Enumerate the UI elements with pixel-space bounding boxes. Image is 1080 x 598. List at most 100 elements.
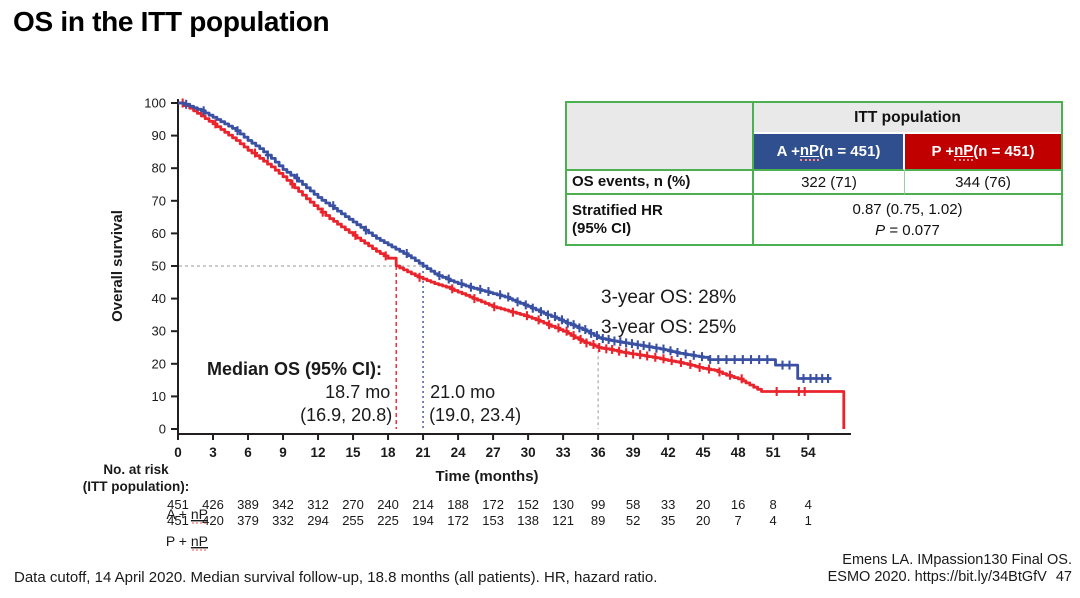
- svg-text:21: 21: [416, 445, 432, 460]
- svg-text:99: 99: [591, 497, 605, 512]
- median-value-a-np: 21.0 mo: [430, 382, 495, 402]
- censor-marks-a-np: [183, 99, 832, 383]
- citation-line2: ESMO 2020. https://bit.ly/34BtGfV: [827, 569, 1047, 586]
- svg-text:3: 3: [209, 445, 217, 460]
- svg-text:90: 90: [152, 128, 166, 143]
- os-events-value-p: 344 (76): [905, 171, 1061, 195]
- svg-text:33: 33: [661, 497, 675, 512]
- at-risk-header-line1: No. at risk: [103, 462, 169, 477]
- svg-text:153: 153: [482, 513, 504, 528]
- svg-text:379: 379: [237, 513, 259, 528]
- svg-text:33: 33: [556, 445, 572, 460]
- column-header-p-np: P + nP (n = 451): [905, 134, 1061, 171]
- table-corner-cell: [567, 103, 754, 171]
- svg-text:9: 9: [279, 445, 287, 460]
- svg-text:342: 342: [272, 497, 294, 512]
- svg-text:172: 172: [447, 513, 469, 528]
- svg-text:270: 270: [342, 497, 364, 512]
- svg-text:30: 30: [521, 445, 536, 460]
- results-table: ITT population A + nP (n = 451) P + nP (…: [565, 101, 1063, 246]
- svg-text:80: 80: [152, 161, 166, 176]
- svg-text:426: 426: [202, 497, 224, 512]
- svg-text:54: 54: [801, 445, 817, 460]
- svg-text:30: 30: [152, 324, 166, 339]
- stratified-hr-value: 0.87 (0.75, 1.02) P = 0.077: [754, 195, 1061, 244]
- svg-text:24: 24: [451, 445, 467, 460]
- svg-text:214: 214: [412, 497, 434, 512]
- svg-text:20: 20: [152, 356, 166, 371]
- svg-text:6: 6: [244, 445, 252, 460]
- os-events-value-a: 322 (71): [754, 171, 905, 195]
- svg-text:420: 420: [202, 513, 224, 528]
- svg-text:60: 60: [152, 226, 166, 241]
- reference-lines: [179, 265, 599, 429]
- median-value-p-np: 18.7 mo: [325, 382, 390, 402]
- median-ci-p-np: (16.9, 20.8): [300, 405, 392, 425]
- svg-text:50: 50: [152, 259, 166, 274]
- svg-text:7: 7: [735, 513, 742, 528]
- svg-text:36: 36: [591, 445, 607, 460]
- citation-block: Emens LA. IMpassion130 Final OS. ESMO 20…: [828, 552, 1072, 587]
- svg-text:225: 225: [377, 513, 399, 528]
- svg-text:194: 194: [412, 513, 434, 528]
- svg-text:138: 138: [517, 513, 539, 528]
- svg-text:15: 15: [346, 445, 362, 460]
- data-cutoff-footnote: Data cutoff, 14 April 2020. Median survi…: [14, 569, 658, 586]
- svg-text:0: 0: [174, 445, 182, 460]
- table-population-header: ITT population: [754, 103, 1061, 134]
- y-axis-label: Overall survival: [109, 210, 126, 322]
- svg-text:121: 121: [552, 513, 574, 528]
- svg-text:100: 100: [144, 96, 166, 111]
- svg-text:4: 4: [770, 513, 777, 528]
- median-os-title: Median OS (95% CI):: [207, 359, 382, 379]
- at-risk-label-p-np: P + nP: [166, 533, 208, 549]
- x-axis-label: Time (months): [435, 468, 538, 485]
- svg-text:20: 20: [696, 513, 710, 528]
- svg-text:451: 451: [167, 497, 189, 512]
- svg-text:332: 332: [272, 513, 294, 528]
- svg-text:45: 45: [696, 445, 712, 460]
- svg-text:16: 16: [731, 497, 745, 512]
- censor-marks-p-np: [179, 98, 808, 397]
- citation-line1: Emens LA. IMpassion130 Final OS.: [842, 552, 1072, 568]
- stratified-hr-row-label: Stratified HR (95% CI): [567, 195, 754, 244]
- at-risk-header-line2: (ITT population):: [83, 479, 189, 494]
- svg-text:89: 89: [591, 513, 605, 528]
- svg-text:240: 240: [377, 497, 399, 512]
- svg-text:130: 130: [552, 497, 574, 512]
- svg-text:172: 172: [482, 497, 504, 512]
- svg-text:10: 10: [152, 389, 166, 404]
- column-header-a-np: A + nP (n = 451): [754, 134, 905, 171]
- svg-text:40: 40: [152, 291, 166, 306]
- svg-text:152: 152: [517, 497, 539, 512]
- svg-text:52: 52: [626, 513, 640, 528]
- median-ci-a-np: (19.0, 23.4): [429, 405, 521, 425]
- svg-text:18: 18: [381, 445, 397, 460]
- svg-text:4: 4: [805, 497, 812, 512]
- svg-text:1: 1: [805, 513, 812, 528]
- svg-text:389: 389: [237, 497, 259, 512]
- three-year-os-a-np: 3-year OS: 28%: [601, 287, 736, 308]
- svg-text:20: 20: [696, 497, 710, 512]
- svg-text:0: 0: [159, 422, 166, 437]
- at-risk-label-a-np: A + nP: [166, 506, 208, 522]
- svg-text:188: 188: [447, 497, 469, 512]
- annotations: Median OS (95% CI): 18.7 mo (16.9, 20.8) 21…: [207, 287, 736, 425]
- hr-value-line: 0.87 (0.75, 1.02): [852, 200, 963, 218]
- slide-page-number: 47: [1055, 569, 1072, 586]
- svg-text:70: 70: [152, 193, 166, 208]
- svg-text:312: 312: [307, 497, 329, 512]
- svg-text:255: 255: [342, 513, 364, 528]
- page-title: OS in the ITT population: [13, 6, 330, 37]
- svg-text:51: 51: [766, 445, 782, 460]
- os-events-row-label: OS events, n (%): [567, 171, 754, 195]
- svg-text:12: 12: [311, 445, 326, 460]
- p-value-line: P = 0.077: [875, 221, 940, 239]
- three-year-os-p-np: 3-year OS: 25%: [601, 317, 736, 338]
- svg-text:35: 35: [661, 513, 675, 528]
- svg-text:48: 48: [731, 445, 747, 460]
